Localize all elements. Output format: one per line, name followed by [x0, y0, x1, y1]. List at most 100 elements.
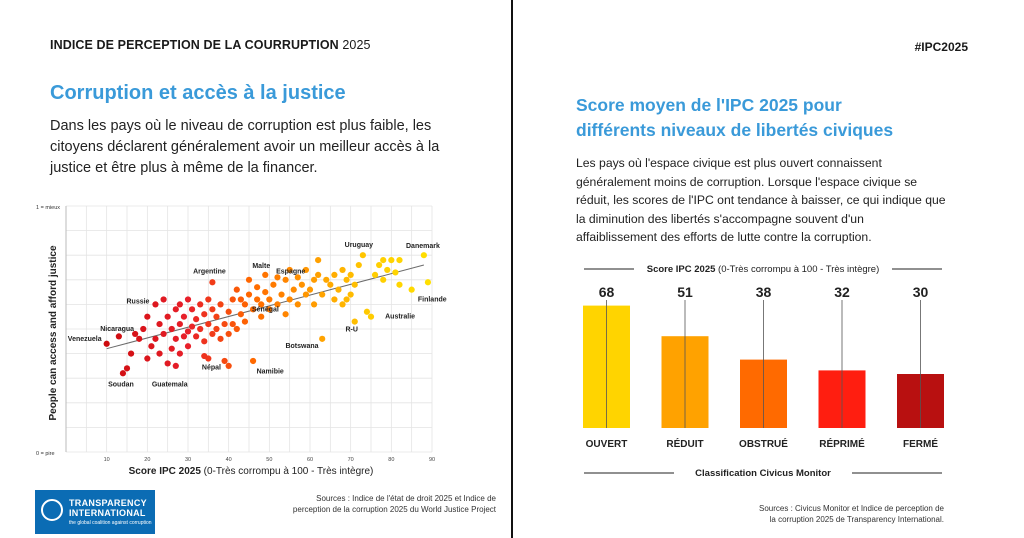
scatter-point: [225, 330, 232, 338]
scatter-point: [237, 311, 244, 318]
scatter-point: [262, 271, 269, 278]
country-label: Russie: [126, 298, 149, 305]
scatter-point: [258, 313, 265, 320]
scatter-point: [241, 318, 249, 325]
x-tick-label: 20: [144, 457, 150, 463]
scatter-point: [201, 352, 208, 360]
scatter-point: [319, 335, 326, 342]
country-label: Australie: [385, 314, 415, 321]
x-axis-label-rest: (0-Très corrompu à 100 - Très intègre): [201, 466, 373, 477]
scatter-point: [323, 276, 330, 283]
bar-value-label: 32: [834, 284, 850, 300]
scatter-point: [229, 296, 236, 303]
scatter-point: [132, 330, 139, 338]
scatter-point: [205, 296, 212, 303]
left-heading: Corruption et accès à la justice: [50, 82, 346, 104]
scatter-point: [193, 316, 200, 323]
scatter-point: [180, 313, 188, 320]
right-heading-line1: Score moyen de l'IPC 2025 pour: [576, 95, 842, 115]
country-label: Botswana: [285, 343, 318, 350]
country-label: Sénégal: [252, 307, 279, 314]
scatter-point: [180, 333, 188, 340]
scatter-point: [270, 281, 277, 288]
x-tick-label: 70: [348, 457, 354, 463]
bar-x-axis-label: Classification Civicus Monitor: [695, 468, 831, 479]
scatter-point: [294, 274, 301, 281]
scatter-point: [294, 301, 301, 308]
bar-value-label: 38: [756, 284, 772, 300]
scatter-point: [315, 271, 322, 278]
country-label: Argentine: [193, 268, 226, 275]
bar-category-label: RÉPRIMÉ: [819, 437, 865, 450]
scatter-point: [156, 320, 163, 328]
right-heading-line2: différents niveaux de libertés civiques: [576, 120, 894, 140]
scatter-point: [266, 296, 273, 303]
scatter-labels: Uruguay Danemark Malte Espagne Argentine Finl…: [68, 242, 447, 388]
scatter-point: [315, 257, 322, 264]
scatter-point: [262, 289, 269, 296]
scatter-point: [380, 276, 387, 283]
scatter-point: [351, 281, 358, 288]
scatter-points: [103, 252, 432, 377]
scatter-point: [245, 291, 253, 298]
left-source-line1: Sources : Indice de l'état de droit 2025…: [316, 494, 496, 503]
scatter-point: [286, 266, 293, 274]
scatter-point: [302, 266, 310, 274]
scatter-point: [217, 301, 224, 308]
bar-series: 68 OUVERT 51 RÉDUIT 38 OBSTRUÉ 32 RÉPRIMÉ 30 FERM…: [583, 284, 944, 450]
scatter-point: [331, 271, 338, 278]
scatter-point: [140, 325, 147, 333]
scatter-point: [286, 296, 293, 303]
left-intro: Dans les pays où le niveau de corruption…: [50, 118, 440, 176]
transparency-logo[interactable]: TRANSPARENCY INTERNATIONAL the global co…: [35, 490, 155, 534]
country-label: Danemark: [406, 243, 440, 250]
logo-text: TRANSPARENCY INTERNATIONAL: [69, 498, 147, 518]
page-header: INDICE DE PERCEPTION DE LA COURRUPTION 2…: [50, 38, 371, 52]
scatter-point: [343, 276, 350, 283]
scatter-point: [249, 357, 257, 365]
scatter-point: [355, 261, 362, 269]
scatter-point: [327, 281, 334, 288]
hashtag: #IPC2025: [914, 40, 968, 54]
scatter-point: [168, 325, 175, 333]
scatter-point: [160, 330, 167, 338]
scatter-ticks: 10 20 30 40 50 60 70 80 90: [104, 457, 435, 463]
x-tick-label: 90: [429, 457, 435, 463]
scatter-point: [282, 276, 289, 283]
scatter-grid: [65, 205, 433, 453]
left-source-line2: perception de la corruption 2025 du Worl…: [292, 505, 496, 514]
country-label: Soudan: [108, 381, 134, 388]
scatter-point: [233, 286, 240, 293]
scatter-point: [184, 328, 192, 335]
scatter-point: [396, 257, 403, 264]
x-axis-label-bold: Score IPC 2025: [129, 466, 202, 477]
x-tick-label: 30: [185, 457, 191, 463]
bar-chart: Score IPC 2025 (0-Très corrompu à 100 - …: [583, 264, 944, 479]
bar-title-rest: (0-Très corrompu à 100 - Très intègre): [715, 264, 879, 275]
scatter-point: [197, 301, 204, 308]
scatter-point: [310, 301, 318, 308]
country-label: Venezuela: [68, 336, 102, 343]
panel-divider: [511, 0, 513, 538]
bar-chart-title: Score IPC 2025 (0-Très corrompu à 100 - …: [647, 264, 880, 275]
left-sources: Sources : Indice de l'état de droit 2025…: [293, 493, 496, 515]
scatter-point: [172, 335, 179, 342]
scatter-point: [188, 323, 196, 330]
scatter-point: [148, 343, 155, 350]
scatter-point: [278, 291, 285, 298]
scatter-point: [221, 357, 228, 365]
scatter-point: [197, 325, 204, 333]
scatter-point: [347, 271, 354, 278]
scatter-point: [213, 325, 220, 333]
scatter-point: [384, 266, 391, 274]
logo-line1: TRANSPARENCY: [69, 498, 147, 508]
scatter-point: [241, 301, 249, 308]
scatter-point: [274, 274, 281, 281]
scatter-point: [184, 343, 192, 350]
scatter-point: [193, 333, 200, 340]
scatter-point: [213, 313, 220, 320]
country-label: Malte: [252, 263, 270, 270]
header-title: INDICE DE PERCEPTION DE LA COURRUPTION: [50, 38, 339, 52]
scatter-point: [188, 306, 196, 313]
scatter-point: [164, 360, 171, 367]
